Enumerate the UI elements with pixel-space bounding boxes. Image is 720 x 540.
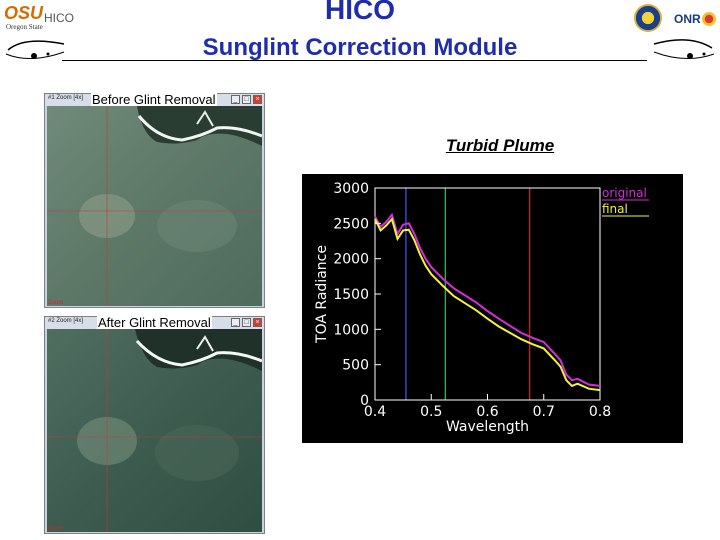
close-icon[interactable]: × bbox=[253, 318, 262, 327]
minimize-icon[interactable]: _ bbox=[231, 318, 240, 327]
plot-frame bbox=[374, 187, 601, 401]
x-axis-label: Wavelength bbox=[446, 419, 529, 435]
hico-logo-text: HICO bbox=[44, 11, 74, 25]
window-bar-text: #1 Zoom [4x] bbox=[48, 95, 84, 101]
after-zoom-window[interactable]: #2 Zoom [4x] _ □ × After Glint Removal Z… bbox=[44, 315, 265, 534]
y-tick-label-2000: 2000 bbox=[333, 252, 369, 268]
x-tick-label-0.4: 0.4 bbox=[364, 404, 386, 420]
orbit-swoosh-left-icon bbox=[5, 40, 65, 59]
window-footer: Zoom bbox=[48, 526, 64, 532]
y-axis-label: TOA Radiance bbox=[314, 245, 330, 344]
chart-svg: 0 500 1000 1500 2000 2500 3000 0.4 0.5 0.6 0.7 0.8 W… bbox=[314, 181, 649, 435]
series-line-final bbox=[374, 217, 601, 392]
title-divider bbox=[62, 60, 647, 61]
minimize-icon[interactable]: _ bbox=[231, 95, 240, 104]
navy-seal-icon bbox=[702, 12, 716, 26]
legend-label-final: final bbox=[602, 202, 628, 216]
x-tick-label-0.7: 0.7 bbox=[533, 404, 555, 420]
legend-label-original: original bbox=[602, 186, 647, 200]
maximize-icon[interactable]: □ bbox=[242, 95, 251, 104]
x-tick-label-0.8: 0.8 bbox=[589, 404, 611, 420]
after-window-label: After Glint Removal bbox=[97, 315, 212, 330]
y-tick-label-0: 0 bbox=[360, 393, 369, 409]
y-tick-label-1000: 1000 bbox=[333, 322, 369, 338]
window-bar-text: #2 Zoom [4x] bbox=[48, 318, 84, 324]
y-tick-label-2500: 2500 bbox=[333, 216, 369, 232]
before-zoom-window[interactable]: #1 Zoom [4x] _ □ × Before Glint Removal … bbox=[44, 92, 265, 308]
osu-logo: OSU Oregon State HICO bbox=[4, 4, 74, 32]
spectrum-chart: 0 500 1000 1500 2000 2500 3000 0.4 0.5 0.6 0.7 0.8 W… bbox=[302, 174, 683, 443]
x-tick-label-0.5: 0.5 bbox=[420, 404, 442, 420]
series-line-original bbox=[374, 212, 601, 387]
partner-logos: ONR bbox=[632, 4, 718, 36]
onr-logo-text: ONR bbox=[674, 12, 701, 26]
y-tick-label-3000: 3000 bbox=[333, 181, 369, 197]
chart-heading: Turbid Plume bbox=[445, 136, 555, 155]
slide-subtitle: Sunglint Correction Module bbox=[202, 34, 518, 61]
before-window-label: Before Glint Removal bbox=[91, 92, 217, 107]
orbit-swoosh-right-icon bbox=[653, 39, 715, 59]
window-footer: Zoom bbox=[48, 300, 64, 306]
y-tick-label-500: 500 bbox=[342, 358, 369, 374]
nrl-seal-icon bbox=[634, 4, 662, 32]
after-glint-image bbox=[47, 329, 262, 532]
osu-subtext: Oregon State bbox=[6, 23, 43, 31]
slide-title: HICO bbox=[325, 0, 395, 25]
close-icon[interactable]: × bbox=[253, 95, 262, 104]
before-glint-image bbox=[47, 106, 262, 306]
osu-mark: OSU bbox=[4, 3, 44, 23]
x-tick-label-0.6: 0.6 bbox=[476, 404, 498, 420]
maximize-icon[interactable]: □ bbox=[242, 318, 251, 327]
y-tick-label-1500: 1500 bbox=[333, 287, 369, 303]
